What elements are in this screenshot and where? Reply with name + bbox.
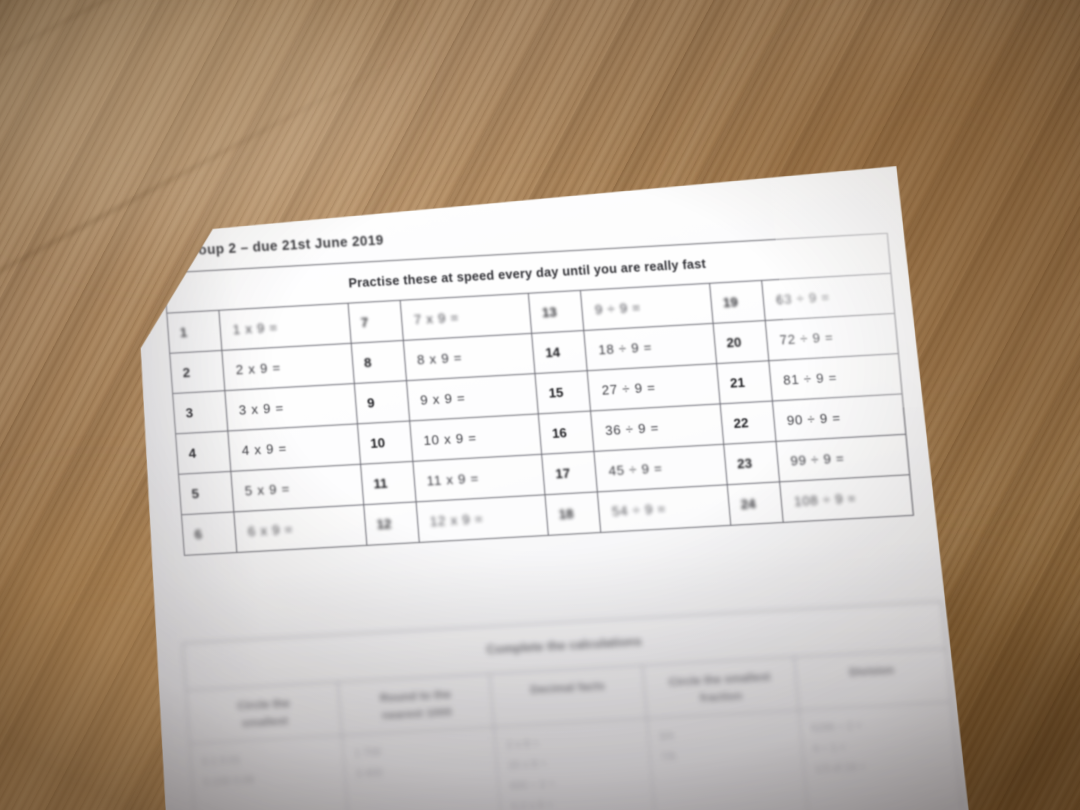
group-due-date-line: Group 2 – due 21st June 2019 (181, 232, 385, 259)
question-expression: 2 x 9 = (222, 343, 354, 390)
column-header-decimal-facts: Decimal facts (490, 665, 646, 727)
question-expression: 72 ÷ 9 = (765, 313, 898, 360)
column-header-division: Division (794, 649, 951, 711)
column-header-line1: Decimal facts (529, 680, 606, 697)
column-header-line1: Division (848, 664, 895, 680)
question-number: 2 (170, 350, 225, 393)
question-number: 22 (720, 401, 776, 444)
question-expression: 3 x 9 = (225, 384, 357, 431)
question-expression: 5 x 9 = (231, 464, 364, 512)
question-number: 21 (717, 361, 773, 404)
question-expression: 108 ÷ 9 = (780, 475, 914, 523)
question-number: 13 (529, 290, 584, 333)
question-number: 18 (545, 492, 601, 535)
question-expression: 81 ÷ 9 = (769, 354, 902, 401)
question-number: 4 (176, 431, 231, 474)
calculations-cell-division: 6286 ÷ 2 = 4 ÷ 1 = 1/3 of 24 = (799, 702, 963, 810)
question-number: 5 (179, 471, 234, 514)
question-expression: 7 x 9 = (400, 293, 532, 340)
question-number: 10 (357, 421, 412, 464)
question-number: 24 (727, 482, 783, 525)
question-number: 14 (532, 331, 587, 374)
calculations-cell-decimal-facts: 2 x 8 = 20 x 8 = 600 ÷ 2 = 0.2 x 8 = (494, 719, 657, 810)
question-number: 16 (539, 411, 595, 454)
question-number: 19 (710, 280, 766, 323)
question-expression: 4 x 9 = (228, 424, 361, 472)
question-number: 17 (542, 451, 598, 494)
question-expression: 6 x 9 = (234, 505, 367, 553)
question-number: 11 (360, 461, 415, 504)
question-expression: 36 ÷ 9 = (591, 404, 724, 452)
question-expression: 63 ÷ 9 = (762, 273, 895, 320)
calculations-cell-circle-smallest-fraction: 3/4 7/8 (647, 710, 810, 810)
calculations-cell-circle-smallest: 0.1 0.01 0.100 0.06 (190, 735, 352, 810)
question-expression: 54 ÷ 9 = (598, 485, 731, 533)
column-header-circle-smallest: Circle the smallest (186, 682, 342, 744)
column-header-circle-smallest-fraction: Circle the smallest fraction (642, 657, 799, 719)
calculations-cell-round-nearest-1000: 1 700 3 400 (342, 727, 504, 810)
question-number: 7 (348, 300, 403, 343)
question-number: 1 (167, 310, 222, 353)
question-number: 9 (354, 381, 409, 424)
question-expression: 99 ÷ 9 = (776, 434, 909, 482)
question-expression: 11 x 9 = (413, 454, 546, 502)
question-expression: 9 ÷ 9 = (581, 283, 713, 330)
question-expression: 8 x 9 = (403, 333, 535, 380)
question-expression: 18 ÷ 9 = (584, 323, 717, 370)
calculations-table: Complete the calculations Circle the sma… (182, 601, 963, 810)
question-expression: 9 x 9 = (406, 374, 539, 421)
question-number: 12 (363, 502, 419, 545)
question-number: 6 (181, 512, 236, 555)
question-expression: 1 x 9 = (219, 303, 351, 350)
question-expression: 12 x 9 = (416, 495, 549, 543)
question-expression: 10 x 9 = (409, 414, 542, 462)
homework-sheet: Group 2 – due 21st June 2019 Practise th… (121, 163, 1017, 810)
question-number: 15 (535, 371, 591, 414)
question-expression: 27 ÷ 9 = (588, 364, 721, 411)
question-number: 3 (173, 391, 228, 434)
question-number: 20 (713, 321, 769, 364)
question-number: 23 (724, 441, 780, 484)
question-number: 8 (351, 340, 406, 383)
question-expression: 45 ÷ 9 = (594, 444, 727, 492)
column-header-round-nearest-1000: Round to the nearest 1000 (338, 674, 494, 736)
practise-table: Practise these at speed every day until … (163, 233, 913, 556)
question-expression: 90 ÷ 9 = (773, 394, 906, 442)
